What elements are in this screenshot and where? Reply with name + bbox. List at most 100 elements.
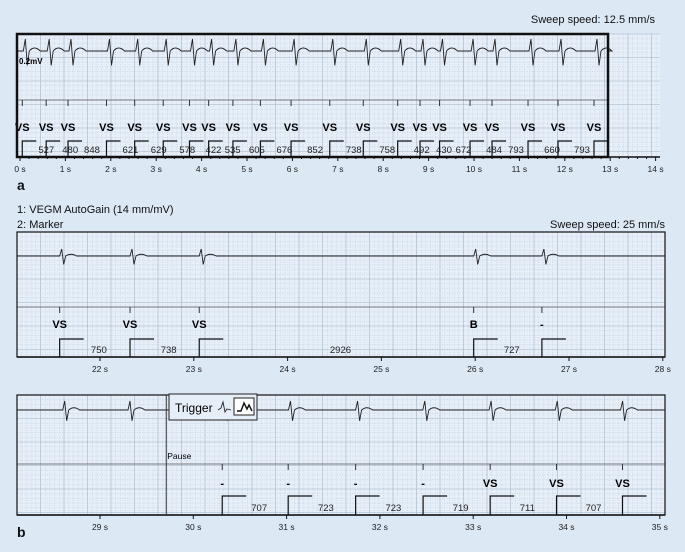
marker-label: VS: [156, 122, 171, 134]
marker-label: VS: [39, 122, 54, 134]
interval-value: 738: [346, 145, 362, 156]
axis-tick-label: 4 s: [196, 164, 207, 174]
marker-label: -: [540, 319, 544, 331]
amplitude-label: 0.2mV: [19, 57, 43, 66]
marker-interval-step: [527, 140, 543, 157]
axis-tick-label: 1 s: [60, 164, 71, 174]
interval-value: 738: [161, 345, 177, 356]
interval-value: 723: [318, 503, 334, 514]
marker-label: VS: [99, 122, 114, 134]
marker-interval-step: [129, 338, 155, 357]
marker-label: VS: [521, 122, 536, 134]
pause-label: Pause: [167, 451, 191, 461]
interval-value: 848: [84, 145, 100, 156]
marker-label: VS: [182, 122, 197, 134]
axis-tick-label: 31 s: [279, 522, 295, 532]
marker-interval-step: [362, 140, 378, 157]
marker-interval-step: [290, 140, 306, 157]
marker-label: VS: [226, 122, 241, 134]
interval-value: 793: [574, 145, 590, 156]
marker-interval-step: [329, 140, 344, 157]
axis-tick-label: 6 s: [287, 164, 298, 174]
interval-value: 727: [504, 345, 520, 356]
axis-tick-label: 10 s: [466, 164, 482, 174]
panel-letter-b: b: [17, 524, 26, 540]
marker-label: VS: [15, 122, 30, 134]
interval-value: 707: [586, 503, 602, 514]
interval-value: 621: [123, 145, 139, 156]
marker-interval-step: [162, 140, 178, 157]
axis-tick-label: 28 s: [655, 364, 671, 374]
sweep-speed-b: Sweep speed: 25 mm/s: [550, 219, 665, 231]
marker-interval-step: [134, 140, 149, 157]
marker-interval-step: [21, 140, 37, 157]
axis-tick-label: 30 s: [185, 522, 201, 532]
marker-interval-step: [188, 140, 204, 157]
axis-tick-label: 22 s: [92, 364, 108, 374]
marker-label: VS: [615, 478, 630, 490]
marker-interval-step: [198, 338, 224, 357]
interval-value: 430: [436, 145, 452, 156]
axis-tick-label: 24 s: [280, 364, 296, 374]
axis-tick-label: 25 s: [373, 364, 389, 374]
interval-value: 629: [151, 145, 167, 156]
marker-label: VS: [322, 122, 337, 134]
interval-value: 672: [456, 145, 472, 156]
axis-tick-label: 35 s: [652, 522, 668, 532]
marker-interval-step: [593, 140, 608, 157]
marker-label: -: [354, 478, 358, 490]
marker-interval-step: [555, 495, 581, 515]
trigger-label: Trigger: [175, 401, 213, 415]
axis-tick-label: 7 s: [332, 164, 343, 174]
interval-value: 676: [276, 145, 292, 156]
marker-interval-step: [489, 495, 515, 515]
marker-interval-step: [259, 140, 275, 157]
interval-value: 578: [179, 145, 195, 156]
interval-value: 723: [385, 503, 401, 514]
marker-interval-step: [469, 140, 485, 157]
marker-label: VS: [413, 122, 428, 134]
axis-tick-label: 34 s: [558, 522, 574, 532]
marker-label: VS: [201, 122, 216, 134]
marker-label: VS: [284, 122, 299, 134]
axis-tick-label: 8 s: [378, 164, 389, 174]
axis-tick-label: 32 s: [372, 522, 388, 532]
marker-label: VS: [390, 122, 405, 134]
marker-label: VS: [587, 122, 602, 134]
marker-interval-step: [419, 140, 435, 157]
marker-interval-step: [541, 338, 566, 357]
marker-label: VS: [549, 478, 564, 490]
waveform-icon-glyph: [237, 401, 253, 412]
interval-value: 480: [62, 145, 78, 156]
marker-label: VS: [123, 319, 138, 331]
marker-interval-step: [621, 495, 647, 515]
axis-tick-label: 12 s: [557, 164, 573, 174]
marker-interval-step: [473, 338, 498, 357]
marker-interval-step: [287, 495, 313, 515]
sweep-speed-a: Sweep speed: 12.5 mm/s: [530, 14, 655, 26]
marker-label: VS: [52, 319, 67, 331]
axis-tick-label: 3 s: [151, 164, 162, 174]
axis-tick-label: 13 s: [602, 164, 618, 174]
waveform-icon: [233, 397, 255, 416]
marker-interval-step: [422, 495, 448, 515]
axis-tick-label: 26 s: [467, 364, 483, 374]
interval-value: 719: [453, 503, 469, 514]
marker-label: -: [421, 478, 425, 490]
grid-background: [17, 395, 665, 515]
axis-tick-label: 9 s: [423, 164, 434, 174]
marker-label: VS: [61, 122, 76, 134]
axis-tick-label: 14 s: [648, 164, 664, 174]
axis-tick-label: 0 s: [14, 164, 25, 174]
marker-interval-step: [438, 140, 454, 157]
marker-label: -: [220, 478, 224, 490]
interval-value: 605: [249, 145, 265, 156]
interval-value: 750: [91, 345, 107, 356]
axis-tick-label: 27 s: [561, 364, 577, 374]
interval-value: 484: [486, 145, 502, 156]
marker-interval-step: [105, 140, 121, 157]
interval-value: 793: [508, 145, 524, 156]
marker-interval-step: [491, 140, 507, 157]
marker-interval-step: [221, 495, 247, 515]
